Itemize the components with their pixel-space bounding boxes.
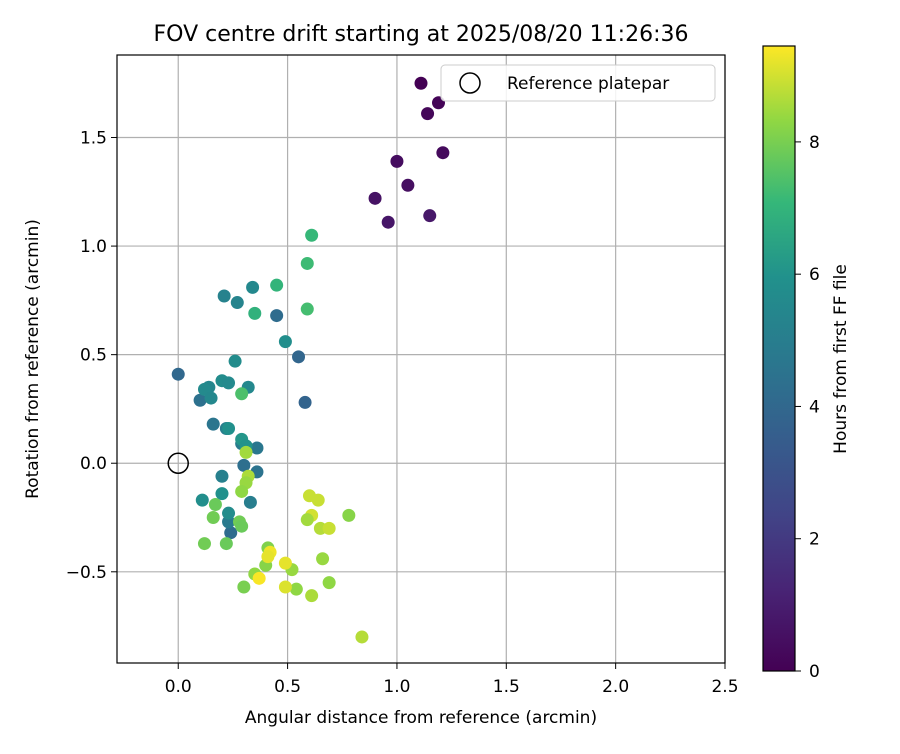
legend-marker-open-circle	[459, 72, 481, 94]
data-point	[261, 550, 275, 564]
data-point	[206, 511, 220, 525]
data-point	[414, 76, 428, 90]
x-tick-label: 2.5	[711, 677, 738, 697]
y-axis-label: Rotation from reference (arcmin)	[23, 219, 43, 499]
plot-frame	[116, 54, 726, 664]
x-tick-label: 1.5	[493, 677, 520, 697]
data-point	[423, 209, 437, 223]
data-point	[436, 146, 450, 160]
y-tick-label: 0.5	[80, 346, 107, 366]
data-point	[230, 296, 244, 310]
data-point	[215, 469, 229, 483]
data-point	[235, 519, 249, 533]
data-point	[239, 445, 253, 459]
data-point	[248, 306, 262, 320]
data-point	[217, 289, 231, 303]
colorbar-tick-label: 4	[809, 397, 820, 417]
data-point	[278, 335, 292, 349]
data-point	[250, 441, 264, 455]
data-point	[305, 228, 319, 242]
data-point	[270, 278, 284, 292]
data-point	[171, 367, 185, 381]
legend: Reference platepar	[440, 64, 716, 102]
y-tick-label: 1.5	[80, 129, 107, 149]
data-point	[252, 571, 266, 585]
data-point	[270, 309, 284, 323]
data-point	[208, 497, 222, 511]
data-point	[278, 556, 292, 570]
x-tick-label: 1.0	[383, 677, 410, 697]
y-axis-ticks: −0.5 0.0 0.5 1.0 1.5	[66, 129, 117, 583]
data-point	[300, 513, 314, 527]
data-point	[390, 154, 404, 168]
y-tick-label: −0.5	[66, 563, 107, 583]
data-point	[316, 552, 330, 566]
legend-box	[440, 64, 716, 102]
data-point	[246, 280, 260, 294]
colorbar-tick-label: 2	[809, 530, 820, 550]
data-point	[228, 354, 242, 368]
data-point	[243, 495, 257, 509]
colorbar: 0 2 4 6 8 Hours from first FF file	[762, 45, 851, 682]
data-point	[300, 256, 314, 270]
data-point	[401, 178, 415, 192]
x-axis-label: Angular distance from reference (arcmin)	[245, 708, 597, 728]
y-tick-label: 0.0	[80, 454, 107, 474]
plot-area: 0.0 0.5 1.0 1.5 2.0 2.5 −0.5 0.0 0.5 1.0 1.5	[66, 54, 739, 697]
data-point	[322, 576, 336, 590]
data-point	[311, 493, 325, 507]
x-tick-label: 0.5	[274, 677, 301, 697]
data-point	[195, 493, 209, 507]
data-point	[292, 350, 306, 364]
data-point	[289, 582, 303, 596]
data-point	[381, 215, 395, 229]
plot-background	[117, 55, 725, 663]
data-point	[222, 421, 236, 435]
data-point	[204, 391, 218, 405]
reference-marker-group	[167, 452, 189, 474]
colorbar-tick-label: 6	[809, 265, 820, 285]
data-point	[206, 417, 220, 431]
data-points	[171, 76, 450, 644]
data-point	[219, 537, 233, 551]
data-point	[278, 580, 292, 594]
data-point	[355, 630, 369, 644]
data-point	[193, 393, 207, 407]
colorbar-tick-label: 0	[809, 662, 820, 682]
legend-label-reference-platepar: Reference platepar	[507, 74, 669, 94]
data-point	[197, 537, 211, 551]
data-point	[237, 580, 251, 594]
data-point	[222, 506, 236, 520]
x-tick-label: 2.0	[602, 677, 629, 697]
data-point	[305, 589, 319, 603]
x-tick-label: 0.0	[165, 677, 192, 697]
data-point	[298, 395, 312, 409]
reference-platepar-marker	[167, 452, 189, 474]
colorbar-label: Hours from first FF file	[831, 264, 851, 454]
data-point	[300, 302, 314, 316]
data-point	[342, 508, 356, 522]
data-point	[235, 484, 249, 498]
data-point	[368, 191, 382, 205]
colorbar-gradient	[763, 46, 795, 671]
colorbar-frame	[762, 45, 796, 672]
data-point	[215, 487, 229, 501]
chart-title: FOV centre drift starting at 2025/08/20 …	[154, 22, 689, 47]
data-point	[222, 376, 236, 390]
data-point	[224, 526, 238, 540]
colorbar-ticks: 0 2 4 6 8	[795, 133, 820, 682]
data-point	[421, 107, 435, 121]
x-axis-ticks: 0.0 0.5 1.0 1.5 2.0 2.5	[165, 663, 739, 697]
data-point	[237, 458, 251, 472]
colorbar-tick-label: 8	[809, 133, 820, 153]
data-point	[235, 387, 249, 401]
data-point	[322, 521, 336, 535]
y-tick-label: 1.0	[80, 237, 107, 257]
